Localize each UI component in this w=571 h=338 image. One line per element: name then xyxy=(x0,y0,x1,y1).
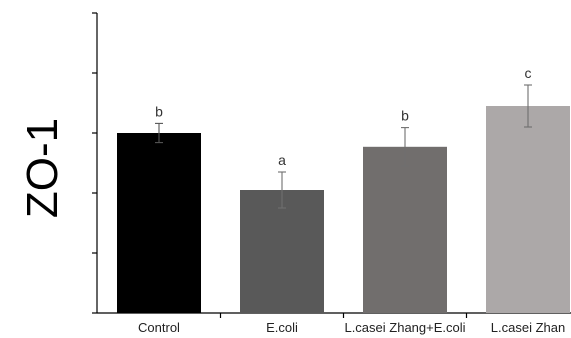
error-bar-3 xyxy=(401,127,409,167)
bar-1 xyxy=(117,133,201,313)
bar-4 xyxy=(486,106,570,313)
significance-letter-4: c xyxy=(525,65,532,81)
bar-3 xyxy=(363,146,447,313)
significance-letters: b a b c xyxy=(155,65,531,168)
y-axis-label: ZO-1 xyxy=(18,118,67,218)
category-label-4: L.casei Zhan xyxy=(491,320,565,335)
significance-letter-1: b xyxy=(155,103,163,119)
error-bars xyxy=(155,84,532,209)
x-axis xyxy=(97,312,571,318)
error-bar-4 xyxy=(524,84,532,128)
error-bar-1 xyxy=(155,122,163,144)
bar-2 xyxy=(240,190,324,313)
significance-letter-3: b xyxy=(401,108,409,124)
category-label-3: L.casei Zhang+E.coli xyxy=(344,320,465,335)
category-label-1: Control xyxy=(138,320,180,335)
y-axis xyxy=(92,12,98,314)
category-label-2: E.coli xyxy=(266,320,298,335)
bars xyxy=(117,106,570,313)
significance-letter-2: a xyxy=(278,152,286,168)
error-bar-2 xyxy=(278,171,286,209)
category-labels: Control E.coli L.casei Zhang+E.coli L.casei… xyxy=(138,320,565,335)
